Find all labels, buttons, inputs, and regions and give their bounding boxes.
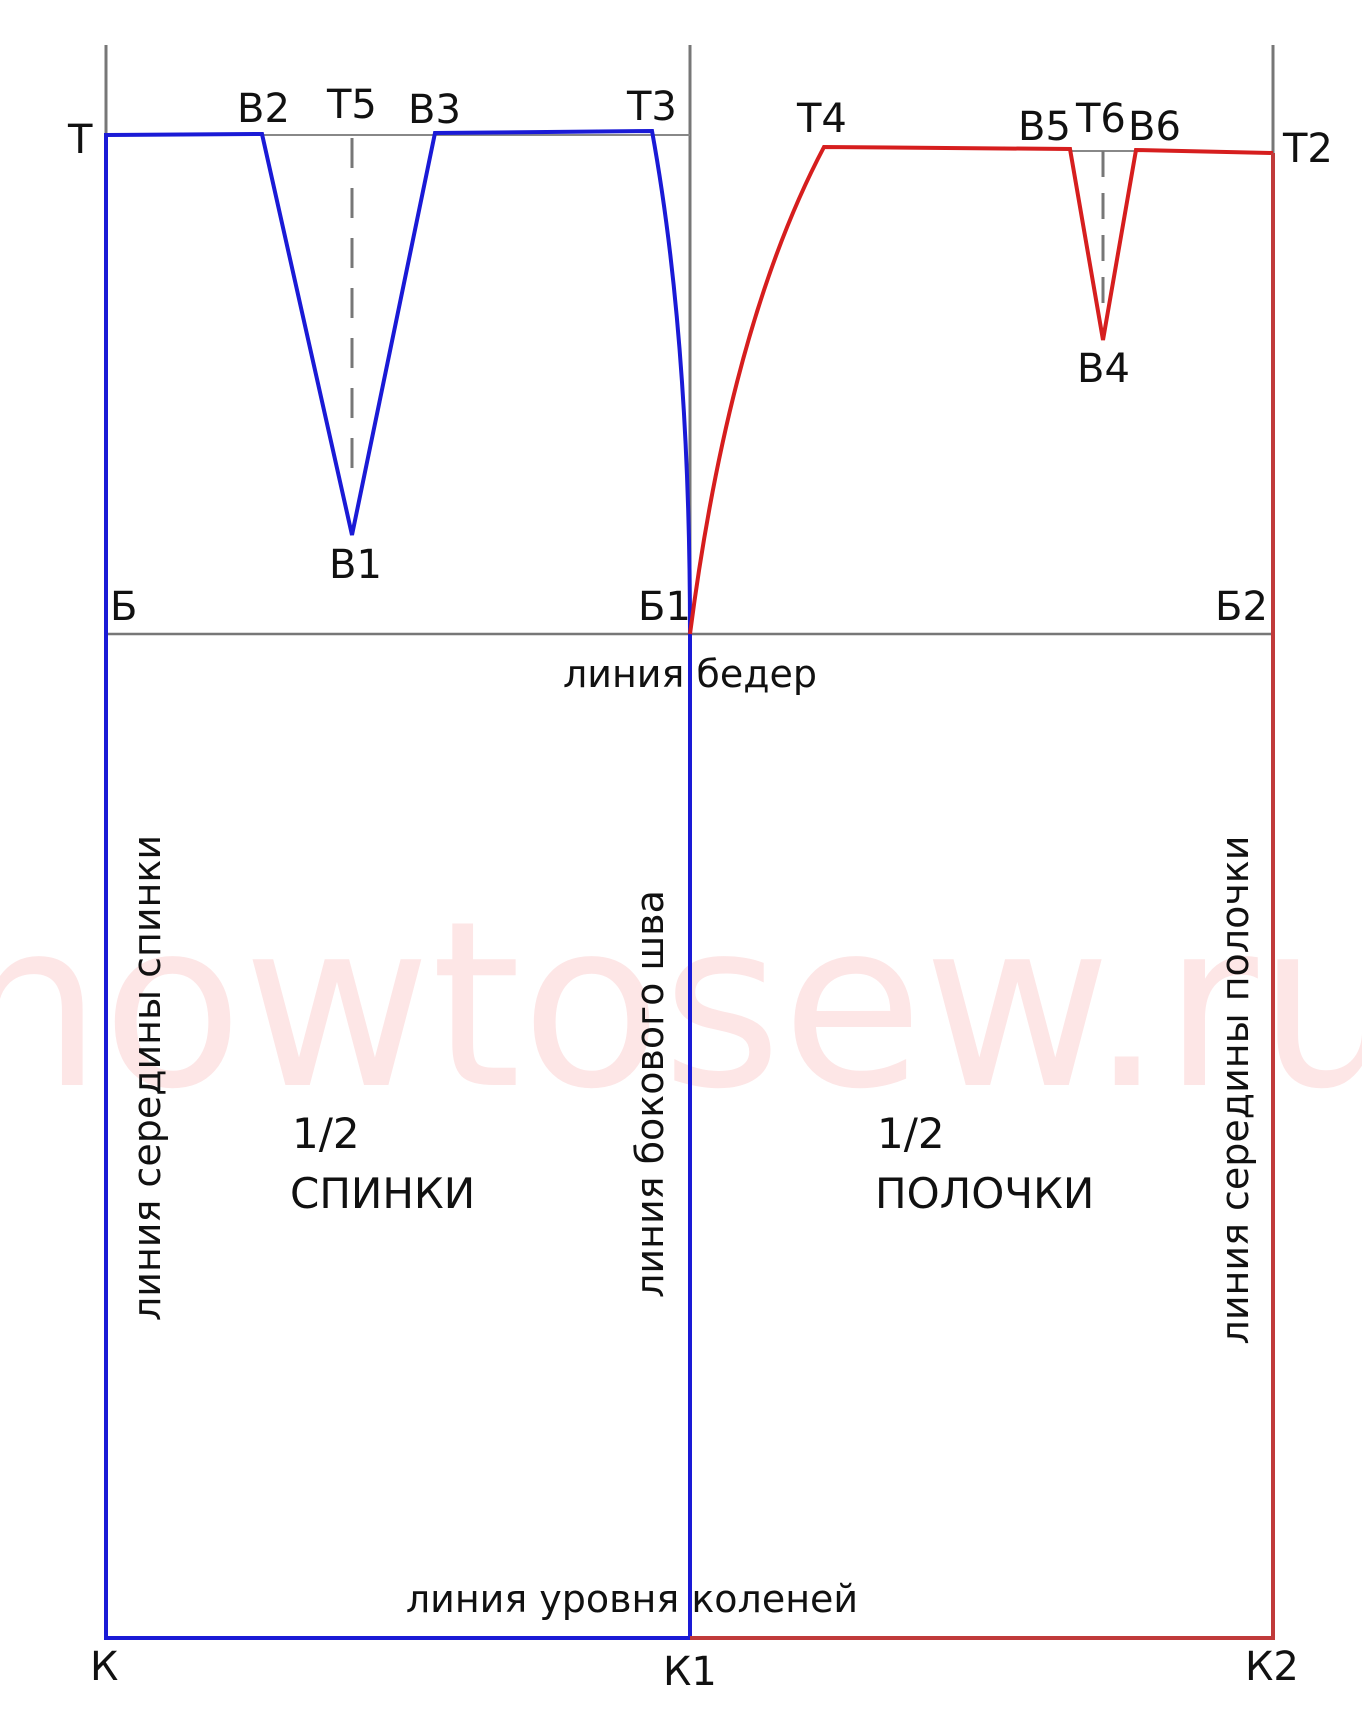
side-seam-line-label: линия бокового шва <box>628 890 672 1298</box>
point-label-k1: К1 <box>663 1649 717 1695</box>
point-label-t2: Т2 <box>1282 126 1333 172</box>
front-center-line-label: линия середины полочки <box>1213 836 1257 1345</box>
front-panel-fraction: 1/2 <box>877 1109 945 1158</box>
knee-line-label: линия уровня коленей <box>406 1577 858 1621</box>
point-label-k2: К2 <box>1245 1644 1299 1690</box>
hip-line-label: линия бедер <box>563 652 817 696</box>
point-label-t: Т <box>67 117 93 163</box>
back-panel-fraction: 1/2 <box>292 1109 360 1158</box>
point-label-t4: Т4 <box>796 96 847 142</box>
point-label-t5: Т5 <box>326 82 377 128</box>
point-label-v1: В1 <box>329 542 382 588</box>
back-panel-outline <box>104 128 692 1640</box>
point-label-v2: В2 <box>237 86 290 132</box>
point-label-t3: Т3 <box>626 84 677 130</box>
point-label-k: К <box>90 1644 118 1690</box>
point-label-b: Б <box>110 584 137 630</box>
point-label-v5: В5 <box>1018 104 1071 150</box>
back-center-line-label: линия середины спинки <box>125 835 169 1321</box>
point-label-b2: Б2 <box>1215 584 1268 630</box>
point-label-v3: В3 <box>408 87 461 133</box>
point-label-v6: В6 <box>1128 104 1181 150</box>
front-panel-name: ПОЛОЧКИ <box>875 1169 1094 1218</box>
point-label-t6: Т6 <box>1075 96 1126 142</box>
point-label-b1: Б1 <box>638 584 691 630</box>
front-panel-outline <box>688 144 1274 635</box>
point-label-v4: В4 <box>1077 346 1130 392</box>
watermark: howtosew.ru <box>0 873 1362 1140</box>
front-panel-edges <box>690 153 1275 1640</box>
back-panel-name: СПИНКИ <box>290 1169 475 1218</box>
